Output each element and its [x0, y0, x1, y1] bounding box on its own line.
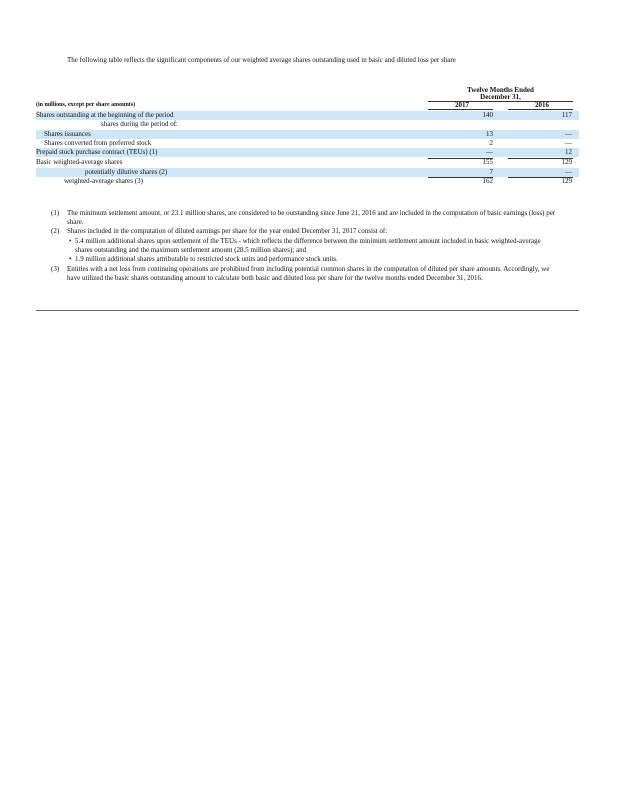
rule: [508, 177, 573, 178]
unit-label: (in millions, except per share amounts): [36, 101, 135, 110]
period-header-line: Twelve Months Ended: [467, 86, 534, 94]
row-label: weighted-average shares (3): [64, 177, 143, 185]
note-text: The minimum settlement amount, or 23.1 m…: [67, 209, 556, 226]
row-band: [36, 130, 579, 139]
rule: [428, 101, 573, 102]
row-label: Prepaid stock purchase contract (TEUs) (…: [36, 148, 158, 156]
bullet: •: [69, 255, 72, 263]
intro: The following table reflects the signifi…: [67, 56, 456, 64]
row-band: [36, 148, 579, 157]
period-header-line: December 31,: [480, 93, 521, 101]
bullet: •: [69, 237, 72, 245]
cell-value: 12: [565, 148, 572, 156]
row-label: potentially dilutive shares (2): [85, 168, 168, 176]
rule: [508, 109, 573, 110]
column-header-text: 2017: [455, 101, 469, 109]
cell-value: —: [565, 139, 572, 147]
row-label: shares during the period of:: [101, 120, 178, 128]
cell-value: 155: [482, 158, 494, 166]
cell-value: 129: [561, 158, 573, 166]
cell-value: 2: [489, 139, 494, 147]
bullet-text: 1.9 million additional shares attributab…: [75, 255, 338, 263]
cell-value: 140: [482, 111, 494, 119]
column-header: 2016: [520, 101, 564, 110]
rule: [428, 158, 493, 159]
row-label: Shares outstanding at the beginning of t…: [36, 111, 174, 119]
cell-value: 7: [489, 168, 494, 176]
note-number: (1): [51, 209, 60, 217]
note-text: Shares included in the computation of di…: [67, 227, 388, 235]
period-header: Twelve Months Ended: [428, 86, 573, 95]
rule: [508, 158, 573, 159]
cell-value: 117: [561, 111, 572, 119]
page-rule: [36, 310, 579, 311]
column-header: 2017: [440, 101, 484, 110]
row-band: [36, 111, 579, 120]
cell-value: —: [565, 130, 572, 138]
column-header-text: 2016: [535, 101, 549, 109]
rule: [428, 109, 493, 110]
row-label: Shares converted from preferred stock: [44, 139, 152, 147]
cell-value: 162: [482, 177, 494, 185]
cell-value: 129: [561, 177, 573, 185]
unit-label-text: (in millions, except per share amounts): [36, 102, 136, 108]
row-label: Shares issuances: [44, 130, 91, 138]
cell-value: —: [565, 168, 572, 176]
cell-value: 13: [486, 130, 493, 138]
note-number: (3): [51, 265, 60, 273]
bullet-text: 5.4 million additional shares upon settl…: [75, 237, 541, 254]
period-header: December 31,: [428, 93, 573, 102]
note-number: (2): [51, 227, 60, 235]
note-text: Entities with a net loss from continuing…: [67, 265, 550, 282]
row-label: Basic weighted-average shares: [36, 158, 123, 166]
rule: [428, 177, 493, 178]
cell-value: —: [486, 148, 493, 156]
row-band: [36, 168, 579, 177]
